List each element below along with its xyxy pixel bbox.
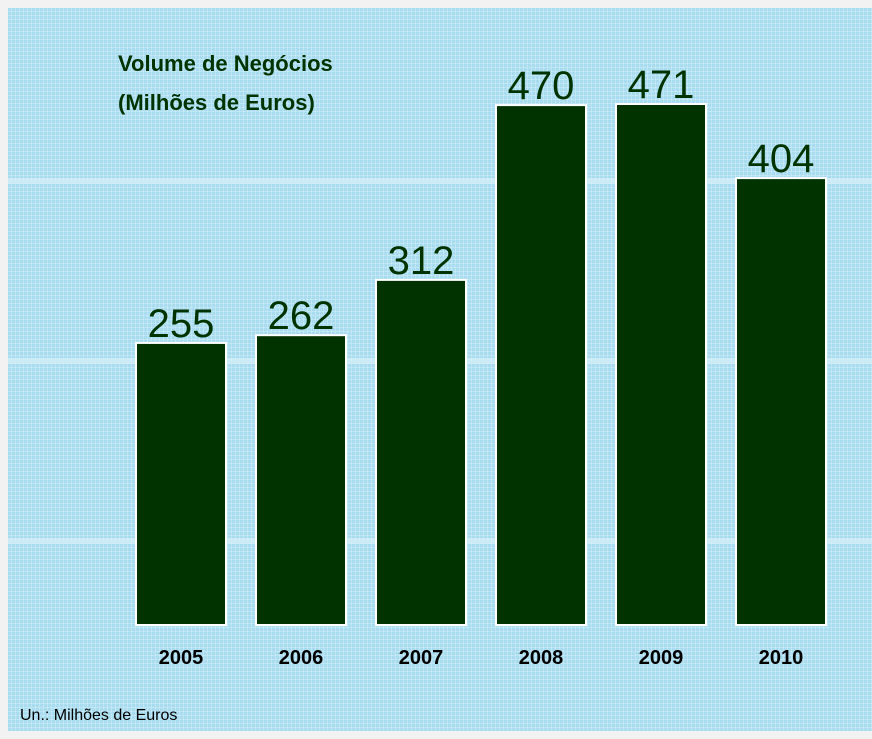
x-tick-label: 2009 bbox=[639, 647, 684, 669]
chart-title: (Milhões de Euros) bbox=[118, 90, 315, 115]
value-label: 262 bbox=[268, 294, 335, 338]
bar bbox=[615, 103, 707, 626]
x-tick-label: 2008 bbox=[519, 647, 564, 669]
chart-title: Volume de Negócios bbox=[118, 51, 333, 76]
bar bbox=[255, 334, 347, 626]
bar bbox=[375, 278, 467, 626]
value-label: 404 bbox=[748, 137, 815, 181]
value-label: 471 bbox=[628, 63, 695, 107]
x-tick-label: 2006 bbox=[279, 647, 324, 669]
note: Un.: Milhões de Euros bbox=[20, 707, 177, 724]
x-tick-label: 2005 bbox=[159, 647, 204, 669]
x-tick-label: 2010 bbox=[759, 647, 804, 669]
value-label: 470 bbox=[508, 64, 575, 108]
band bbox=[8, 178, 872, 184]
bar bbox=[135, 341, 227, 626]
x-tick-label: 2007 bbox=[399, 647, 444, 669]
bar bbox=[495, 104, 587, 627]
value-label: 255 bbox=[148, 302, 215, 346]
bar bbox=[735, 177, 827, 627]
value-label: 312 bbox=[388, 239, 455, 283]
